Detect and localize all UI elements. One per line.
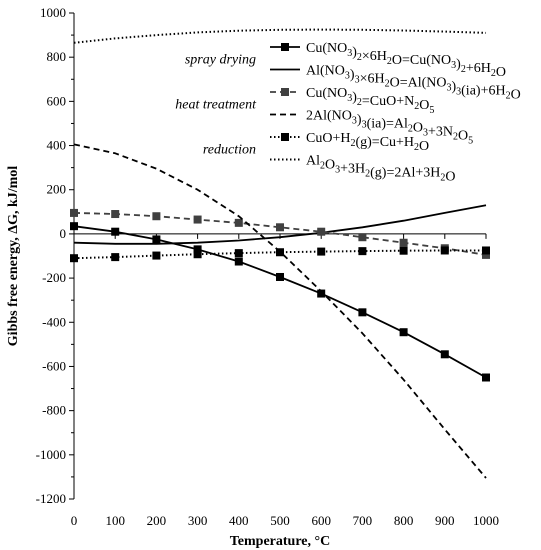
y-tick-label: -600 bbox=[42, 358, 66, 373]
x-tick-label: 400 bbox=[229, 513, 249, 528]
series-5-marker bbox=[234, 249, 243, 258]
series-line-4 bbox=[73, 143, 487, 479]
series-line-2 bbox=[73, 204, 487, 245]
y-tick-label: -1000 bbox=[36, 447, 66, 462]
legend-label-3: Cu(NO3)2=CuO+N2O5 bbox=[306, 86, 434, 116]
series-1-marker bbox=[317, 289, 326, 298]
series-layer bbox=[70, 28, 490, 479]
x-tick-label: 0 bbox=[71, 513, 78, 528]
legend-marker-3 bbox=[281, 88, 289, 96]
series-1-marker bbox=[152, 235, 161, 244]
legend-group-label-1: spray drying bbox=[185, 52, 256, 67]
series-3-marker bbox=[234, 218, 243, 227]
x-tick-label: 200 bbox=[147, 513, 167, 528]
x-axis-title: Temperature, °C bbox=[230, 534, 330, 549]
series-1-marker bbox=[358, 308, 367, 317]
x-tick-label: 600 bbox=[311, 513, 331, 528]
series-1-marker bbox=[111, 227, 120, 236]
series-5-marker bbox=[440, 246, 449, 255]
series-1-marker bbox=[399, 328, 408, 337]
x-tick-label: 900 bbox=[435, 513, 455, 528]
x-tick-label: 500 bbox=[270, 513, 290, 528]
legend-group-label-2: heat treatment bbox=[175, 97, 257, 112]
series-3-marker bbox=[70, 208, 78, 217]
legend-label-5: CuO+H2(g)=Cu+H2O bbox=[306, 131, 429, 154]
x-tick-label: 800 bbox=[394, 513, 414, 528]
series-5-marker bbox=[111, 253, 120, 262]
series-line-5 bbox=[73, 249, 486, 260]
y-tick-label: 200 bbox=[47, 182, 67, 197]
series-5-marker bbox=[399, 246, 408, 255]
series-1-marker bbox=[193, 245, 202, 254]
series-1-marker bbox=[70, 222, 78, 231]
series-3-marker bbox=[358, 233, 367, 242]
series-3-marker bbox=[276, 223, 284, 232]
y-tick-label: 800 bbox=[47, 49, 67, 64]
y-tick-label: 600 bbox=[47, 93, 67, 108]
series-3-marker bbox=[317, 227, 326, 236]
series-3-marker bbox=[193, 215, 202, 224]
x-tick-label: 300 bbox=[188, 513, 208, 528]
legend-group-label-3: reduction bbox=[203, 142, 256, 157]
series-3-marker bbox=[152, 212, 161, 221]
legend-label-2: Al(NO3)3×6H2O=Al(NO3)3(ia)+6H2O bbox=[306, 64, 521, 103]
y-tick-label: -1200 bbox=[36, 491, 66, 506]
y-tick-label: -200 bbox=[42, 270, 66, 285]
legend-marker-5 bbox=[281, 133, 289, 141]
legend-label-6: Al2O3+3H2(g)=2Al+3H2O bbox=[306, 154, 456, 185]
series-5-marker bbox=[482, 246, 490, 255]
series-5-marker bbox=[358, 247, 367, 256]
legend-label-1: Cu(NO3)2×6H2O=Cu(NO3)2+6H2O bbox=[306, 41, 506, 80]
series-1-marker bbox=[234, 257, 243, 266]
x-tick-label: 100 bbox=[105, 513, 125, 528]
series-5-marker bbox=[193, 250, 202, 259]
series-1-marker bbox=[276, 272, 284, 281]
y-tick-label: 1000 bbox=[40, 5, 66, 20]
series-5-marker bbox=[276, 248, 284, 257]
series-5-marker bbox=[70, 254, 78, 263]
series-5-marker bbox=[152, 251, 161, 260]
y-tick-label: -800 bbox=[42, 403, 66, 418]
series-3-marker bbox=[482, 250, 490, 259]
x-tick-label: 700 bbox=[353, 513, 373, 528]
series-1-marker bbox=[440, 350, 449, 359]
series-line-6 bbox=[73, 28, 487, 44]
series-5-marker bbox=[317, 247, 326, 256]
legend-label-4: 2Al(NO3)3(ia)=Al2O3+3N2O5 bbox=[306, 109, 473, 147]
y-axis-title: Gibbs free energy, ΔG, kJ/mol bbox=[6, 166, 21, 347]
series-1-marker bbox=[482, 373, 490, 382]
series-3-marker bbox=[111, 210, 120, 219]
series-line-3 bbox=[73, 212, 487, 256]
y-tick-label: 400 bbox=[47, 138, 67, 153]
tick-labels: -1200 -1000 -800 -600 -400 -200 0 200 400 600 800 1… bbox=[36, 5, 499, 528]
legend: Cu(NO3)2×6H2O=Cu(NO3)2+6H2OAl(NO3)3×6H2O… bbox=[175, 41, 520, 185]
series-3-marker bbox=[399, 238, 408, 247]
legend-marker-1 bbox=[281, 43, 289, 51]
y-tick-label: 0 bbox=[60, 226, 67, 241]
x-tick-label: 1000 bbox=[473, 513, 499, 528]
y-tick-label: -400 bbox=[42, 314, 66, 329]
